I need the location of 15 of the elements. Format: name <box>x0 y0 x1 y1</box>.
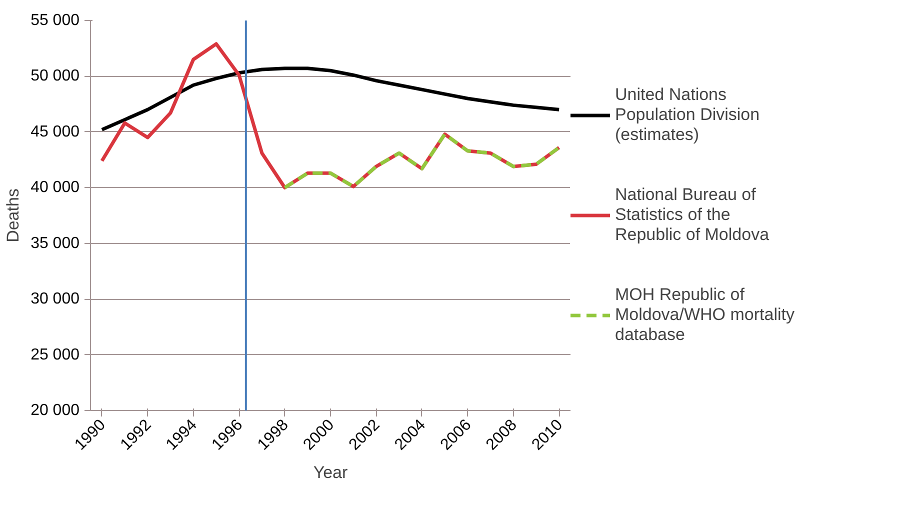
legend-label: MOH Republic of Moldova/WHO mortality database <box>615 285 794 345</box>
y-tick-label: 30 000 <box>30 290 80 308</box>
y-tick-label: 25 000 <box>30 346 80 364</box>
y-tick-label: 35 000 <box>30 234 80 252</box>
legend-label: United Nations Population Division (estimates) <box>615 85 760 145</box>
x-axis-title: Year <box>313 463 348 482</box>
legend-label: National Bureau of Statistics of the Republic of Moldova <box>615 185 770 245</box>
y-tick-label: 20 000 <box>30 402 80 419</box>
y-tick-label: 45 000 <box>30 123 80 140</box>
y-tick-label: 50 000 <box>30 68 80 85</box>
y-tick-label: 55 000 <box>30 12 80 29</box>
line-series <box>283 132 561 190</box>
y-axis-title: Deaths <box>4 188 23 242</box>
y-tick-label: 40 000 <box>30 179 80 196</box>
line-series <box>100 66 561 132</box>
